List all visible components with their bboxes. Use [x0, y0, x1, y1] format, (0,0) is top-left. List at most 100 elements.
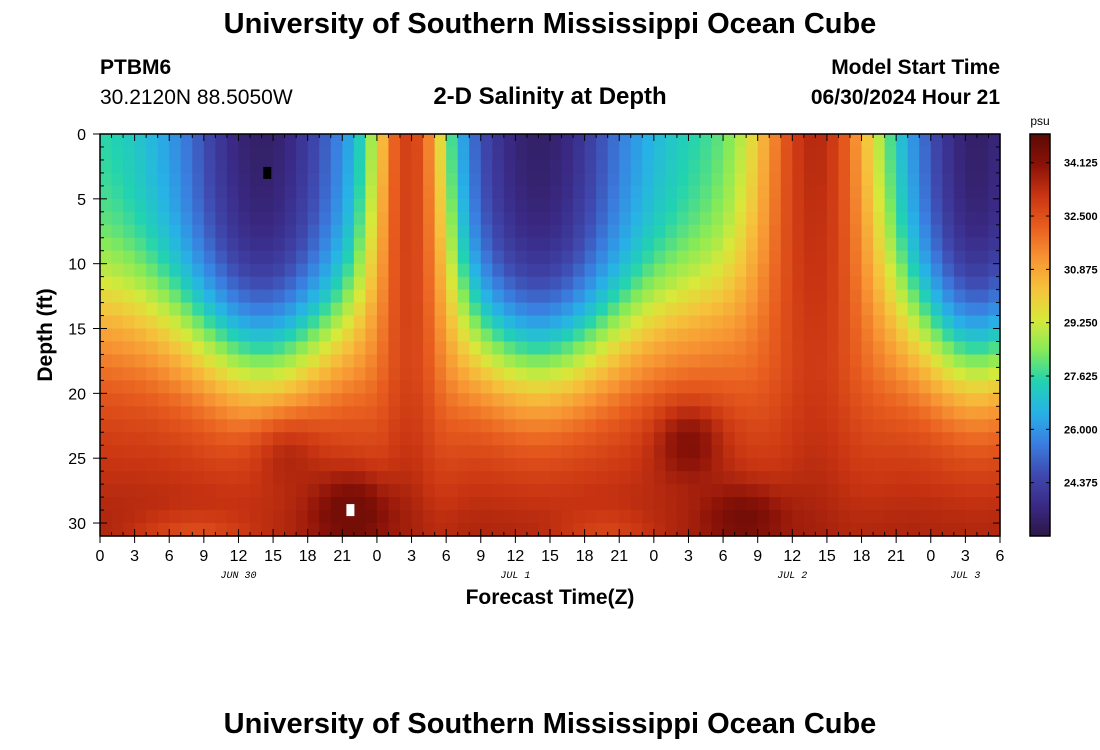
- heatmap-cell: [803, 237, 816, 252]
- heatmap-cell: [273, 302, 286, 317]
- heatmap-cell: [896, 510, 909, 524]
- heatmap-cell: [561, 419, 574, 433]
- heatmap-cell: [226, 302, 240, 317]
- heatmap-cell: [376, 510, 390, 524]
- heatmap-cell: [665, 497, 678, 511]
- heatmap-cell: [942, 302, 955, 317]
- heatmap-cell: [688, 510, 701, 524]
- heatmap-cell: [446, 393, 459, 407]
- heatmap-cell: [515, 276, 528, 291]
- x-tick-label: 21: [333, 548, 351, 565]
- heatmap-cell: [746, 458, 759, 472]
- heatmap-cell: [250, 224, 263, 239]
- heatmap-cell: [780, 185, 793, 200]
- heatmap-cell: [376, 445, 390, 459]
- heatmap-cell: [803, 445, 816, 459]
- heatmap-cell: [838, 250, 851, 265]
- heatmap-cell: [561, 198, 574, 213]
- heatmap-cell: [365, 497, 378, 511]
- heatmap-cell: [573, 341, 586, 356]
- heatmap-cell: [619, 523, 632, 537]
- heatmap-cell: [273, 445, 286, 459]
- heatmap-cell: [734, 445, 747, 459]
- heatmap-cell: [607, 146, 620, 161]
- heatmap-cell: [434, 250, 447, 265]
- heatmap-cell: [919, 250, 932, 265]
- heatmap-cell: [688, 211, 701, 226]
- heatmap-cell: [192, 302, 205, 317]
- heatmap-cell: [826, 302, 840, 317]
- heatmap-cell: [665, 185, 678, 200]
- heatmap-cell: [203, 289, 216, 304]
- heatmap-cell: [215, 471, 228, 485]
- heatmap-cell: [515, 445, 528, 459]
- heatmap-cell: [815, 523, 828, 537]
- heatmap-cell: [411, 224, 424, 239]
- heatmap-cell: [850, 146, 863, 161]
- heatmap-cell: [238, 458, 251, 472]
- heatmap-cell: [550, 302, 563, 317]
- heatmap-cell: [642, 146, 655, 161]
- heatmap-cell: [930, 523, 943, 537]
- heatmap-cell: [965, 276, 978, 291]
- heatmap-cell: [550, 328, 563, 343]
- heatmap-cell: [515, 328, 528, 343]
- heatmap-cell: [111, 341, 124, 356]
- heatmap-cell: [711, 276, 724, 291]
- heatmap-cell: [111, 315, 124, 330]
- heatmap-cell: [515, 134, 528, 148]
- heatmap-cell: [376, 276, 390, 291]
- heatmap-cell: [896, 458, 909, 472]
- heatmap-cell: [515, 263, 528, 278]
- heatmap-cell: [376, 159, 390, 174]
- heatmap-cell: [953, 471, 966, 485]
- heatmap-cell: [815, 471, 828, 485]
- heatmap-cell: [942, 250, 955, 265]
- heatmap-cell: [573, 185, 586, 200]
- heatmap-cell: [469, 315, 482, 330]
- heatmap-cell: [734, 471, 747, 485]
- heatmap-cell: [700, 497, 713, 511]
- heatmap-cell: [815, 198, 828, 213]
- heatmap-cell: [134, 250, 147, 265]
- heatmap-cell: [457, 393, 470, 407]
- heatmap-cell: [411, 380, 424, 394]
- heatmap-cell: [515, 211, 528, 226]
- heatmap-cell: [873, 328, 886, 343]
- heatmap-cell: [134, 198, 147, 213]
- heatmap-cell: [457, 328, 470, 343]
- heatmap-cell: [665, 523, 678, 537]
- heatmap-cell: [123, 497, 136, 511]
- heatmap-cell: [596, 471, 609, 485]
- heatmap-cell: [907, 484, 920, 498]
- heatmap-cell: [134, 341, 147, 356]
- heatmap-cell: [723, 224, 736, 239]
- heatmap-cell: [296, 380, 309, 394]
- heatmap-cell: [226, 198, 240, 213]
- heatmap-cell: [930, 198, 943, 213]
- heatmap-cell: [884, 250, 897, 265]
- heatmap-cell: [203, 263, 216, 278]
- heatmap-cell: [296, 406, 309, 420]
- heatmap-cell: [215, 302, 228, 317]
- heatmap-cell: [884, 393, 897, 407]
- heatmap-cell: [723, 328, 736, 343]
- heatmap-cell: [273, 263, 286, 278]
- heatmap-cell: [296, 484, 309, 498]
- heatmap-cell: [653, 432, 666, 446]
- heatmap-cell: [284, 341, 297, 356]
- heatmap-cell: [780, 406, 793, 420]
- heatmap-cell: [988, 406, 1001, 420]
- heatmap-cell: [919, 354, 932, 369]
- heatmap-cell: [480, 250, 493, 265]
- heatmap-cell: [838, 406, 851, 420]
- heatmap-cell: [757, 367, 770, 381]
- heatmap-cell: [226, 380, 240, 394]
- heatmap-cell: [411, 237, 424, 252]
- heatmap-cell: [238, 302, 251, 317]
- heatmap-cell: [538, 159, 551, 174]
- heatmap-cell: [469, 289, 482, 304]
- heatmap-cell: [492, 471, 505, 485]
- heatmap-cell: [492, 198, 505, 213]
- heatmap-cell: [330, 315, 343, 330]
